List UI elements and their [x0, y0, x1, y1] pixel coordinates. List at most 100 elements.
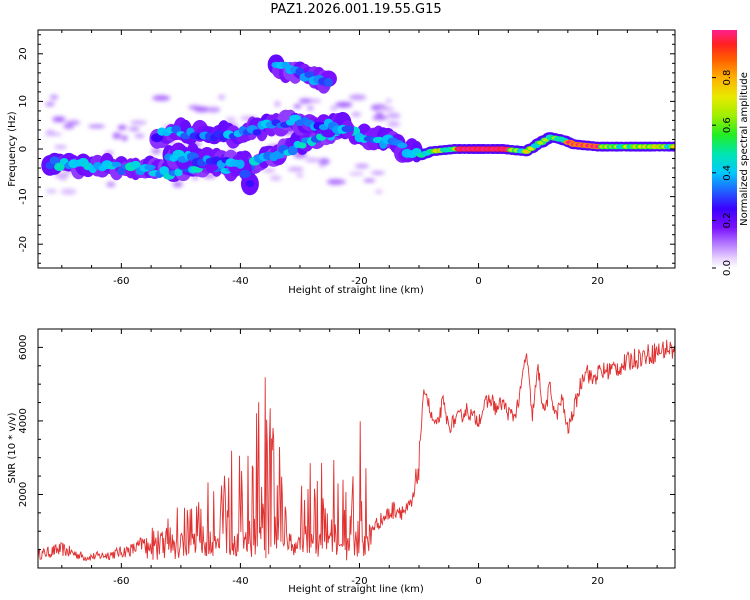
- heatmap-speckle-blob: [225, 116, 237, 123]
- heatmap-cell: [111, 161, 122, 168]
- heatmap-ridge-high: [267, 54, 337, 94]
- heatmap-speckle-blob: [172, 181, 183, 188]
- heatmap-speckle-blob: [348, 94, 367, 101]
- page-title: PAZ1.2026.001.19.55.G15: [270, 2, 442, 17]
- heatmap-cell: [130, 160, 141, 169]
- heatmap-speckle-blob: [128, 127, 140, 131]
- heatmap-speckle-blob: [44, 132, 62, 137]
- heatmap-speckle-blob: [130, 120, 147, 125]
- top-x-tick-label: 20: [591, 276, 604, 287]
- heatmap-cell: [54, 162, 65, 172]
- bottom-y-tick-label: 4000: [18, 408, 29, 433]
- heatmap-speckle-blob: [121, 135, 128, 142]
- bottom-y-tick-label: 2000: [18, 482, 29, 507]
- heatmap-speckle-blob: [112, 132, 122, 139]
- colorbar-tick-label: 0.8: [722, 70, 733, 86]
- heatmap-cell: [236, 159, 245, 169]
- snr-series-line: [38, 339, 675, 562]
- heatmap-cell: [174, 168, 183, 177]
- heatmap-speckle-blob: [349, 171, 364, 176]
- heatmap-cell: [171, 125, 182, 134]
- colorbar-tick-label: 0.0: [722, 260, 733, 276]
- bottom-y-axis-title: SNR (10 * v/v): [7, 412, 18, 483]
- heatmap-speckle-blob: [335, 101, 353, 108]
- heatmap-speckle-blob: [351, 111, 362, 117]
- heatmap-speckle-blob: [372, 115, 388, 121]
- top-x-tick-label: -20: [351, 276, 367, 287]
- colorbar-gradient: [712, 30, 737, 268]
- bottom-x-tick-label: -60: [113, 576, 129, 587]
- heatmap-speckle-blob: [60, 188, 77, 195]
- heatmap-speckle-blob: [377, 106, 395, 112]
- heatmap-speckle-blob: [386, 121, 401, 128]
- top-y-tick-label: 20: [18, 47, 29, 60]
- colorbar-tick-label: 0.4: [722, 165, 733, 181]
- top-y-tick-label: 10: [18, 95, 29, 108]
- heatmap-cell: [397, 142, 408, 149]
- heatmap-speckle-blob: [66, 120, 81, 126]
- heatmap-speckle-blob: [385, 99, 393, 103]
- heatmap-speckle-blob: [134, 133, 145, 139]
- heatmap-speckle-blob: [193, 106, 210, 113]
- heatmap-speckle-blob: [328, 179, 346, 185]
- colorbar: 0.0 0.2 0.4 0.6 0.8 Normalized spectral ampl…: [712, 30, 750, 276]
- heatmap-cell: [144, 164, 156, 171]
- heatmap-speckle-blob: [262, 168, 276, 173]
- heatmap-cell: [252, 129, 262, 136]
- heatmap-speckle-blob: [318, 158, 330, 165]
- heatmap-speckle-blob: [88, 124, 105, 129]
- colorbar-tick-label: 0.2: [722, 212, 733, 228]
- heatmap-cell-core: [527, 146, 534, 151]
- bottom-x-tick-label: -20: [351, 576, 367, 587]
- colorbar-title: Normalized spectral amplitude: [739, 72, 750, 226]
- heatmap-cell-core: [542, 138, 549, 142]
- heatmap-speckle-blob: [287, 167, 304, 172]
- heatmap-speckle-blob: [298, 98, 312, 104]
- heatmap-speckle-blob: [106, 181, 116, 188]
- snr-panel: -60 -40 -20 0 20 2000 4000 6000 Height of strai…: [7, 328, 676, 595]
- heatmap-cell: [341, 125, 354, 133]
- heatmap-cell: [117, 167, 126, 175]
- heatmap-cell: [287, 145, 298, 156]
- top-y-axis-title: Frequency (Hz): [7, 111, 18, 187]
- heatmap-cell: [245, 180, 255, 188]
- top-x-tick-label: -60: [113, 276, 129, 287]
- bottom-x-tick-label: 20: [591, 576, 604, 587]
- heatmap-ridge-lower: [162, 142, 259, 196]
- top-x-axis-title: Height of straight line (km): [288, 285, 424, 296]
- heatmap-cell: [304, 71, 315, 79]
- bottom-x-tick-label: 0: [475, 576, 481, 587]
- heatmap-ridge-upper: [149, 109, 354, 149]
- heatmap-speckle-blob: [375, 189, 383, 195]
- bottom-axis-ticks: -60 -40 -20 0 20 2000 4000 6000: [18, 328, 675, 587]
- top-x-tick-label: -40: [232, 276, 248, 287]
- heatmap-speckle-blob: [270, 175, 282, 181]
- heatmap-speckle-blob: [307, 106, 314, 111]
- heatmap-cell: [151, 133, 164, 143]
- heatmap-speckle-blob: [45, 102, 55, 107]
- heatmap-speckle-blob: [363, 178, 376, 183]
- heatmap-speckle-blob: [293, 104, 302, 109]
- top-y-tick-label: -20: [18, 236, 29, 252]
- spectrogram-panel: -60 -40 -20 0 20 -20 -10 0 10 20 Height of straig…: [7, 29, 676, 296]
- bottom-plot-frame: [37, 328, 676, 569]
- heatmap-speckle-blob: [49, 94, 59, 101]
- bottom-x-tick-label: -40: [232, 576, 248, 587]
- heatmap-cell-core: [537, 141, 544, 145]
- heatmap-speckle-blob: [45, 189, 57, 194]
- heatmap-speckle-blob: [54, 145, 67, 149]
- colorbar-tick-label: 0.6: [722, 117, 733, 133]
- top-x-tick-label: 0: [475, 276, 481, 287]
- spectrogram-heatmap: [41, 54, 675, 196]
- top-axis-ticks: -60 -40 -20 0 20 -20 -10 0 10 20: [18, 30, 675, 287]
- heatmap-cell: [239, 169, 251, 179]
- heatmap-cell: [324, 77, 333, 87]
- heatmap-speckle-blob: [305, 157, 320, 163]
- heatmap-speckle-blob: [151, 147, 161, 155]
- heatmap-cell: [49, 156, 60, 165]
- bottom-x-axis-title: Height of straight line (km): [288, 584, 424, 595]
- heatmap-cell: [298, 142, 307, 149]
- heatmap-speckle-blob: [386, 112, 401, 119]
- heatmap-speckle-blob: [274, 100, 281, 108]
